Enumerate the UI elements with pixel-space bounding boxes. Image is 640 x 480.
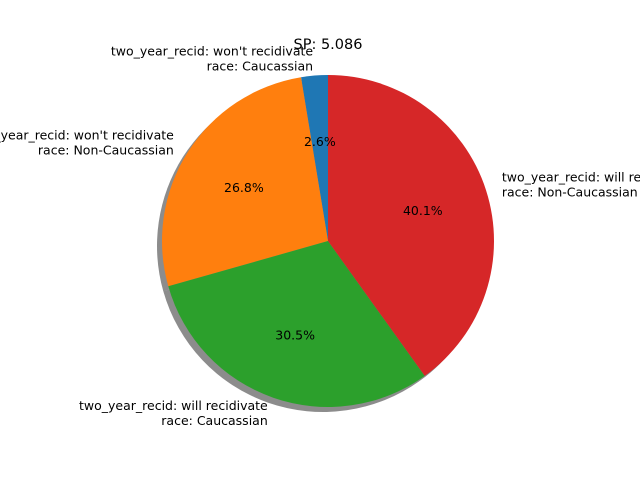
pie-slice-category-label-line: two_year_recid: will recidivate [79, 398, 268, 413]
pie-slice-4 [328, 75, 494, 376]
pie-labels: 2.6%two_year_recid: won't recidivate race… [0, 44, 640, 428]
pie-slices [162, 75, 494, 408]
pie-slice-3 [168, 241, 425, 408]
pie-slice-percent-label: 30.5% [275, 328, 315, 343]
pie-slice-category-label-line: race: Non-Caucassian [502, 185, 638, 200]
pie-slice-percent-label: 26.8% [224, 180, 264, 195]
pie-slice-category-label-line: two_year_recid: will recidivate [502, 170, 640, 185]
pie-slice-category-label-line: race: Non-Caucassian [38, 143, 174, 158]
pie-slice-category-label-line: two_year_recid: won't recidivate [111, 44, 314, 59]
pie-slice-category-label-line: two_year_recid: won't recidivate [0, 128, 174, 143]
chart-title: SP: 5.086 [294, 37, 363, 53]
pie-slice-category-label-line: race: Caucassian [161, 413, 267, 428]
pie-slice-category-label: two_year_recid: will recidivate race: Cau… [79, 398, 268, 428]
pie-slice-category-label-line: race: Caucassian [207, 59, 313, 74]
pie-slice-2 [162, 77, 328, 287]
pie-slice-1 [301, 75, 328, 241]
pie-slice-percent-label: 2.6% [304, 134, 336, 149]
pie-slice-percent-label: 40.1% [403, 203, 443, 218]
pie-slice-category-label: two_year_recid: won't recidivate race: Ca… [111, 44, 314, 74]
